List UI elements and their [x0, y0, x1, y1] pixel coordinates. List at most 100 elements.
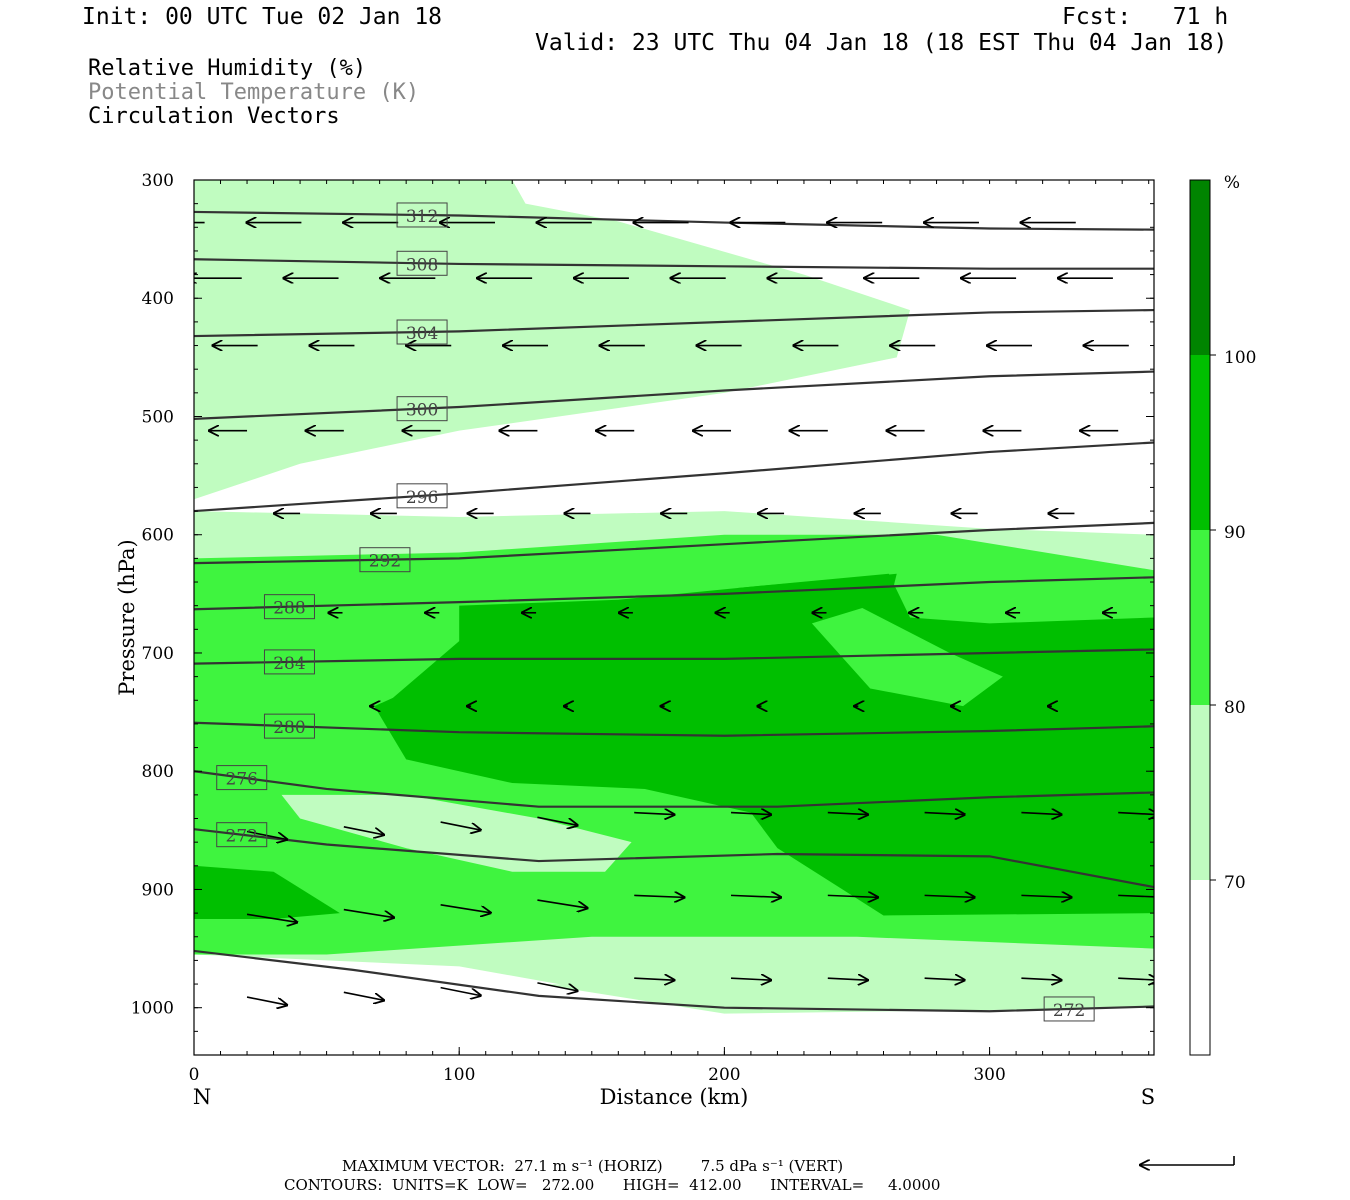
x-tick-label: 0	[189, 1065, 200, 1085]
circulation-vector	[1021, 813, 1061, 815]
circulation-vector	[634, 895, 684, 897]
relative-humidity-shading	[194, 180, 1154, 1014]
contour-label: 276	[216, 765, 268, 791]
contour-label: 292	[359, 547, 411, 573]
legend-rh: Relative Humidity (%)	[88, 56, 367, 81]
contour-label-box	[396, 202, 448, 228]
circulation-vector	[537, 982, 577, 991]
axes: 0 100 200 300 300 400 500 600 700 800 900 1000 Dista…	[115, 171, 1155, 1109]
contour-label: 296	[396, 483, 448, 509]
theta-contour-304	[194, 308, 1154, 338]
contour-label-text: 296	[406, 488, 438, 508]
x-axis-title: Distance (km)	[600, 1085, 749, 1109]
theta-contour-312	[194, 210, 1154, 231]
rh-region-90-100	[194, 865, 340, 920]
contour-label: 272	[216, 822, 268, 848]
contour-label-box	[396, 483, 448, 509]
theta-contour-284	[194, 648, 1154, 665]
contour-label-box	[396, 396, 448, 422]
circulation-vector	[1118, 813, 1154, 815]
contour-label-box	[263, 649, 315, 675]
circulation-vectors	[194, 223, 1154, 1005]
south-label: S	[1141, 1085, 1155, 1109]
north-label: N	[193, 1085, 211, 1109]
x-tick-label: 100	[443, 1065, 475, 1085]
y-tick-label: 900	[142, 880, 174, 900]
plot-frame	[193, 179, 1155, 1056]
x-tick-label: 200	[708, 1065, 740, 1085]
contour-label: 300	[396, 396, 448, 422]
colorbar-frame	[1189, 179, 1211, 1056]
contour-label: 288	[263, 594, 315, 620]
circulation-vector	[343, 908, 394, 918]
colorbar-label: 90	[1224, 523, 1246, 543]
circulation-vector	[827, 895, 878, 897]
contour-label: 308	[396, 250, 448, 276]
colorbar-segment	[1190, 705, 1210, 880]
circulation-vector	[924, 813, 965, 815]
contour-label-box	[216, 765, 268, 791]
colorbar: % 100 90 80 70	[1189, 173, 1256, 1056]
circulation-vector	[827, 978, 868, 980]
contour-label: 304	[396, 319, 448, 345]
contour-label-box	[396, 250, 448, 276]
theta-contour-288	[194, 576, 1154, 611]
circulation-vector	[440, 986, 481, 996]
contour-label-text: 280	[273, 718, 305, 738]
theta-contour-272	[194, 828, 1154, 889]
colorbar-segment	[1190, 180, 1210, 355]
contour-label-text: 300	[406, 401, 438, 421]
circulation-vector	[440, 821, 481, 830]
contour-label-box	[359, 547, 411, 573]
y-tick-label: 300	[142, 171, 174, 191]
theta-contour-296	[194, 441, 1154, 513]
y-tick-label: 800	[142, 762, 174, 782]
circulation-vector	[924, 978, 965, 980]
circulation-vector	[924, 895, 975, 897]
theta-contour-300	[194, 370, 1154, 420]
rh-region-70-80	[281, 794, 632, 872]
circulation-vector	[730, 813, 771, 815]
y-tick-label: 500	[142, 407, 174, 427]
legend-vectors: Circulation Vectors	[88, 104, 340, 129]
contour-label: 312	[396, 202, 448, 228]
circulation-vector	[730, 895, 781, 897]
circulation-vector	[730, 978, 771, 980]
circulation-vector	[1118, 978, 1154, 980]
circulation-vector	[827, 813, 868, 815]
contour-label: 272	[1043, 996, 1095, 1022]
y-axis-title: Pressure (hPa)	[115, 539, 139, 695]
contour-label-text: 304	[406, 324, 438, 344]
rh-region-80-90	[811, 608, 1003, 707]
circulation-vector	[634, 813, 674, 815]
rh-region-90-100	[737, 573, 897, 618]
colorbar-label: 80	[1224, 698, 1246, 718]
contour-label-text: 272	[1053, 1001, 1085, 1021]
circulation-vector	[440, 904, 491, 913]
rh-region-70-80	[194, 180, 911, 500]
contour-labels: 312 308 304 300 296 292 288 284 280 276 272 272	[216, 202, 1095, 1022]
colorbar-segment	[1190, 880, 1210, 1055]
contour-label-box	[1043, 996, 1095, 1022]
theta-contour-308	[194, 258, 1154, 270]
colorbar-label: 100	[1224, 348, 1256, 368]
contour-label-text: 276	[226, 770, 258, 790]
colorbar-label: 70	[1224, 873, 1246, 893]
contour-label-box	[263, 594, 315, 620]
contour-label-text: 272	[226, 827, 258, 847]
init-time: Init: 00 UTC Tue 02 Jan 18	[82, 4, 443, 30]
colorbar-segment	[1190, 530, 1210, 705]
theta-contour-276	[194, 770, 1154, 808]
contours-note: CONTOURS: UNITS=K LOW= 272.00 HIGH= 412.…	[284, 1176, 941, 1194]
contour-label-text: 292	[369, 552, 401, 572]
x-tick-label: 300	[973, 1065, 1005, 1085]
contour-label-box	[263, 713, 315, 739]
contour-label-box	[396, 319, 448, 345]
circulation-vector	[343, 991, 384, 1000]
y-tick-label: 700	[142, 644, 174, 664]
legend-theta: Potential Temperature (K)	[88, 80, 420, 105]
colorbar-unit: %	[1224, 173, 1240, 193]
circulation-vector	[246, 996, 287, 1005]
theta-contour-272	[194, 949, 1154, 1013]
forecast-hour: Fcst: 71 h	[1062, 4, 1229, 30]
